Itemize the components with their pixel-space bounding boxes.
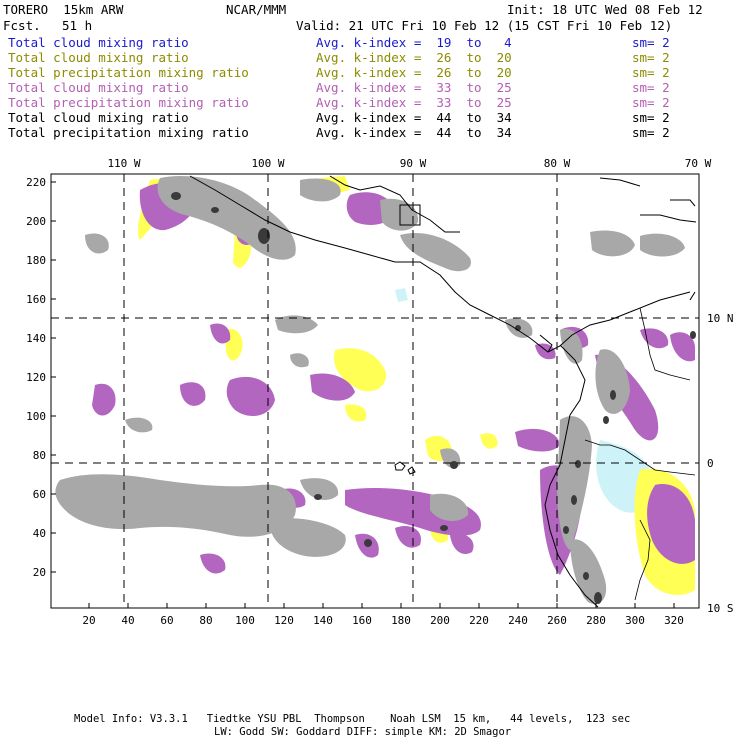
x-tick-label: 220 [469, 614, 489, 627]
legend-kindex-5: Avg. k-index = 33 to 25 [316, 95, 512, 110]
y-tick-label: 100 [26, 410, 46, 423]
lon-label-70w: 70 W [685, 157, 712, 170]
lon-label-80w: 80 W [544, 157, 571, 170]
lon-label-100w: 100 W [251, 157, 284, 170]
tick-marks [51, 181, 675, 608]
forecast-hours: 51 h [62, 18, 93, 33]
lon-label-110w: 110 W [107, 157, 140, 170]
y-tick-label: 200 [26, 215, 46, 228]
x-tick-label: 300 [625, 614, 645, 627]
x-axis-labels: 20 40 60 80 100 120 140 160 180 200 220 … [82, 614, 684, 627]
lat-label-0: 0 [707, 457, 714, 470]
y-tick-label: 160 [26, 293, 46, 306]
legend-field-5: Total precipitation mixing ratio [8, 95, 249, 110]
legend-smoothing-1: sm= 2 [632, 35, 670, 50]
y-tick-label: 220 [26, 176, 46, 189]
init-time: Init: 18 UTC Wed 08 Feb 12 [507, 2, 703, 17]
legend-smoothing-5: sm= 2 [632, 95, 670, 110]
dark-cloud-cores [171, 192, 696, 604]
longitude-labels: 110 W 100 W 90 W 80 W 70 W [107, 157, 711, 170]
model-title: TORERO 15km ARW [3, 2, 124, 17]
legend-field-2: Total cloud mixing ratio [8, 50, 189, 65]
lat-label-10n: 10 N [707, 312, 734, 325]
legend-kindex-1: Avg. k-index = 19 to 4 [316, 35, 512, 50]
legend-smoothing-6: sm= 2 [632, 110, 670, 125]
country-borders [584, 307, 696, 601]
legend-field-4: Total cloud mixing ratio [8, 80, 189, 95]
x-tick-label: 180 [391, 614, 411, 627]
x-tick-label: 200 [430, 614, 450, 627]
lon-label-90w: 90 W [400, 157, 427, 170]
y-tick-label: 120 [26, 371, 46, 384]
map-plot-area [51, 174, 699, 608]
x-tick-label: 60 [160, 614, 173, 627]
y-tick-label: 80 [33, 449, 46, 462]
x-tick-label: 280 [586, 614, 606, 627]
valid-time: Valid: 21 UTC Fri 10 Feb 12 (15 CST Fri … [296, 18, 673, 33]
x-tick-label: 240 [508, 614, 528, 627]
legend-kindex-2: Avg. k-index = 26 to 20 [316, 50, 512, 65]
forecast-label: Fcst. [3, 18, 41, 33]
y-tick-label: 180 [26, 254, 46, 267]
legend-kindex-4: Avg. k-index = 33 to 25 [316, 80, 512, 95]
organization-label: NCAR/MMM [226, 2, 287, 17]
legend-kindex-3: Avg. k-index = 26 to 20 [316, 65, 512, 80]
y-tick-label: 140 [26, 332, 46, 345]
legend-smoothing-7: sm= 2 [632, 125, 670, 140]
x-tick-label: 260 [547, 614, 567, 627]
x-tick-label: 140 [313, 614, 333, 627]
y-tick-label: 40 [33, 527, 46, 540]
x-tick-label: 120 [274, 614, 294, 627]
legend-kindex-6: Avg. k-index = 44 to 34 [316, 110, 512, 125]
legend-smoothing-4: sm= 2 [632, 80, 670, 95]
legend-smoothing-3: sm= 2 [632, 65, 670, 80]
coastlines [189, 175, 697, 608]
x-tick-label: 320 [664, 614, 684, 627]
x-tick-label: 160 [352, 614, 372, 627]
legend-field-3: Total precipitation mixing ratio [8, 65, 249, 80]
latitude-labels: 10 N 0 10 S [707, 312, 734, 615]
legend-smoothing-2: sm= 2 [632, 50, 670, 65]
model-info-line-1: Model Info: V3.3.1 Tiedtke YSU PBL Thomp… [74, 713, 631, 725]
y-tick-label: 60 [33, 488, 46, 501]
legend-kindex-7: Avg. k-index = 44 to 34 [316, 125, 512, 140]
model-info-line-2: LW: Godd SW: Goddard DIFF: simple KM: 2D… [214, 726, 512, 738]
legend-field-6: Total cloud mixing ratio [8, 110, 189, 125]
lat-label-10s: 10 S [707, 602, 734, 615]
legend-field-7: Total precipitation mixing ratio [8, 125, 249, 140]
x-tick-label: 20 [82, 614, 95, 627]
y-axis-labels: 220 200 180 160 140 120 100 80 60 40 20 [26, 176, 46, 579]
x-tick-label: 100 [235, 614, 255, 627]
y-tick-label: 20 [33, 566, 46, 579]
gray-cloud-shading [55, 176, 685, 604]
x-tick-label: 80 [199, 614, 212, 627]
legend-field-1: Total cloud mixing ratio [8, 35, 189, 50]
x-tick-label: 40 [121, 614, 134, 627]
lat-lon-gridlines [51, 174, 699, 608]
plot-frame [50, 173, 700, 609]
